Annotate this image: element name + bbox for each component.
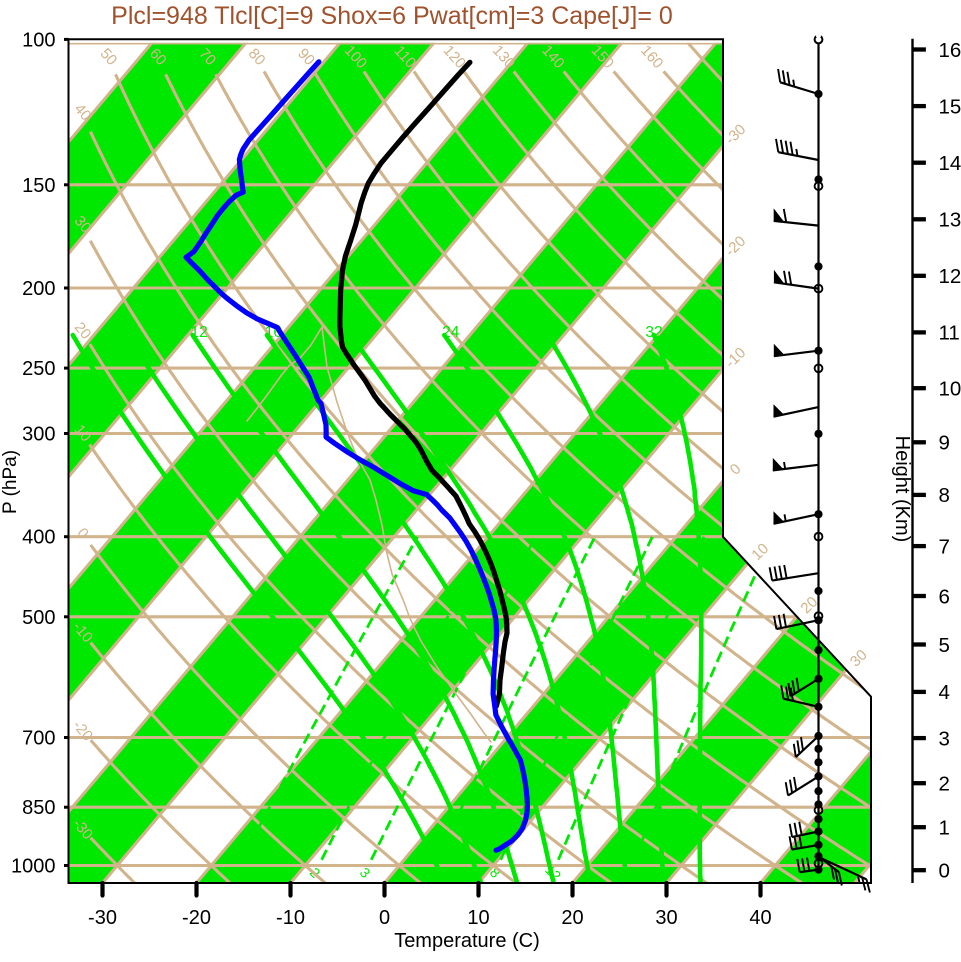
svg-text:32: 32 [645,324,662,341]
svg-text:1: 1 [939,817,950,840]
svg-text:0: 0 [379,907,390,929]
svg-text:850: 850 [22,797,55,819]
svg-text:20: 20 [348,324,366,341]
svg-text:12: 12 [190,324,207,341]
svg-text:40: 40 [749,907,771,929]
svg-text:14: 14 [939,152,961,175]
svg-text:12: 12 [939,265,961,288]
svg-text:400: 400 [22,527,55,549]
svg-text:13: 13 [939,209,961,232]
svg-text:-30: -30 [88,907,117,929]
svg-text:Temperature (C): Temperature (C) [394,930,540,952]
svg-text:30: 30 [655,907,677,929]
svg-text:-20: -20 [182,907,211,929]
svg-text:15: 15 [939,95,961,118]
svg-text:-10: -10 [276,907,305,929]
svg-text:5: 5 [939,634,950,657]
svg-text:100: 100 [22,29,55,51]
svg-text:28: 28 [542,324,559,341]
svg-text:6: 6 [939,585,950,608]
svg-text:1000: 1000 [11,856,56,878]
svg-text:2: 2 [939,773,950,796]
svg-text:11: 11 [939,322,960,345]
svg-text:7: 7 [939,535,950,558]
svg-text:250: 250 [22,358,55,380]
svg-text:0: 0 [939,860,950,883]
svg-text:200: 200 [22,278,55,300]
svg-text:10: 10 [467,907,489,929]
svg-text:P (hPa): P (hPa) [0,450,21,514]
svg-text:9: 9 [939,432,950,455]
svg-text:8: 8 [939,484,950,507]
svg-text:500: 500 [22,607,55,629]
svg-text:700: 700 [22,728,55,750]
svg-text:10: 10 [939,378,961,401]
svg-text:150: 150 [22,175,55,197]
svg-text:300: 300 [22,424,55,446]
svg-text:20: 20 [561,907,583,929]
svg-text:4: 4 [939,681,950,704]
svg-text:Height (Km): Height (Km) [891,436,913,543]
svg-text:3: 3 [939,727,950,750]
svg-text:Plcl=948 Tlcl[C]=9 Shox=6 Pwat: Plcl=948 Tlcl[C]=9 Shox=6 Pwat[cm]=3 Cap… [111,2,673,30]
svg-text:24: 24 [442,324,460,341]
svg-text:16: 16 [939,39,961,62]
